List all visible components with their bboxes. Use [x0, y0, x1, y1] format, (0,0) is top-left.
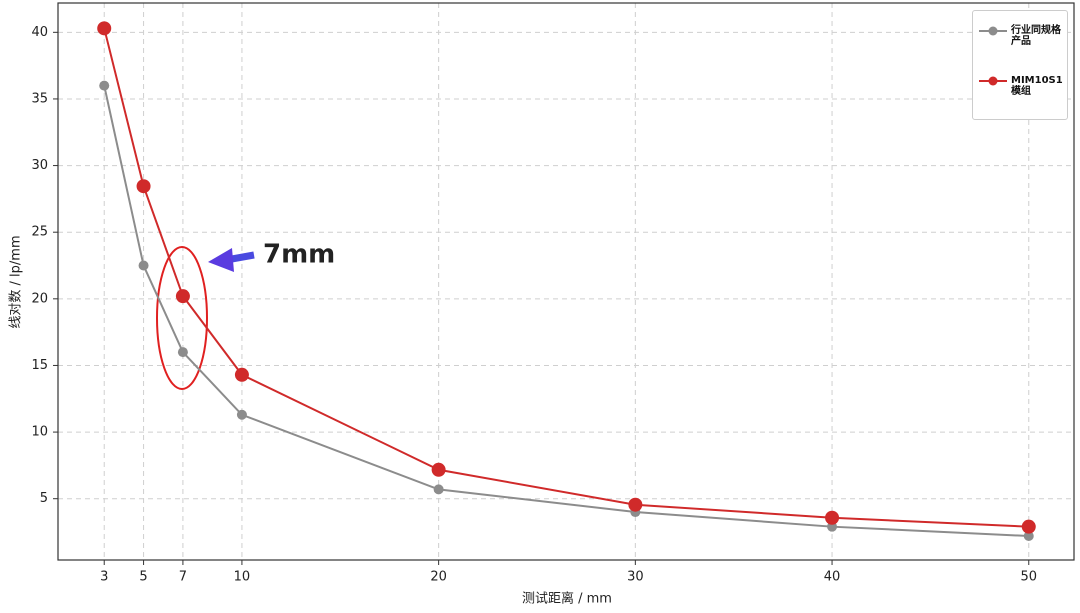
point	[433, 484, 444, 495]
point	[1023, 531, 1034, 542]
y-tick-label: 15	[31, 358, 48, 373]
point	[825, 510, 840, 525]
legend: 行业同规格产品 MIM10S1模组	[972, 10, 1068, 120]
grid	[58, 3, 1074, 560]
legend-marker	[988, 76, 998, 86]
point	[1021, 519, 1036, 534]
point	[234, 367, 249, 382]
x-tick-label: 5	[139, 570, 147, 585]
legend-swatch	[979, 76, 1007, 86]
x-tick-label: 7	[179, 570, 187, 585]
y-tick-label: 35	[31, 91, 48, 106]
series-line	[103, 85, 1029, 538]
plot-frame	[57, 2, 1075, 561]
legend-marker	[988, 26, 998, 36]
x-tick-label: 30	[627, 570, 644, 585]
point	[236, 409, 247, 420]
x-tick-label: 40	[824, 570, 841, 585]
point	[175, 289, 190, 304]
legend-label: MIM10S1模组	[1011, 75, 1063, 97]
highlight-ellipse	[156, 246, 208, 390]
y-tick-label: 10	[31, 425, 48, 440]
point	[138, 260, 149, 271]
legend-label: 行业同规格产品	[1011, 25, 1061, 47]
x-tick-label: 10	[234, 570, 251, 585]
x-tick-label: 50	[1020, 570, 1037, 585]
y-axis-label: 线对数 / lp/mm	[9, 235, 24, 328]
point	[97, 21, 112, 36]
arrow-head	[208, 248, 234, 272]
series-line	[103, 28, 1029, 528]
y-tick-label: 30	[31, 158, 48, 173]
point	[177, 347, 188, 358]
point	[136, 179, 151, 194]
point	[99, 80, 110, 91]
legend-item: MIM10S1模组	[979, 75, 1065, 97]
x-axis-label: 测试距离 / mm	[522, 591, 612, 607]
annotation: 7mm	[263, 240, 335, 270]
legend-item: 行业同规格产品	[979, 25, 1065, 47]
legend-swatch	[979, 26, 1007, 36]
y-tick-label: 40	[31, 25, 48, 40]
y-tick-label: 20	[31, 291, 48, 306]
x-tick-label: 20	[430, 570, 447, 585]
y-tick-label: 25	[31, 225, 48, 240]
y-tick-label: 5	[40, 491, 48, 506]
point	[628, 497, 643, 512]
point	[431, 462, 446, 477]
x-tick-label: 3	[100, 570, 108, 585]
